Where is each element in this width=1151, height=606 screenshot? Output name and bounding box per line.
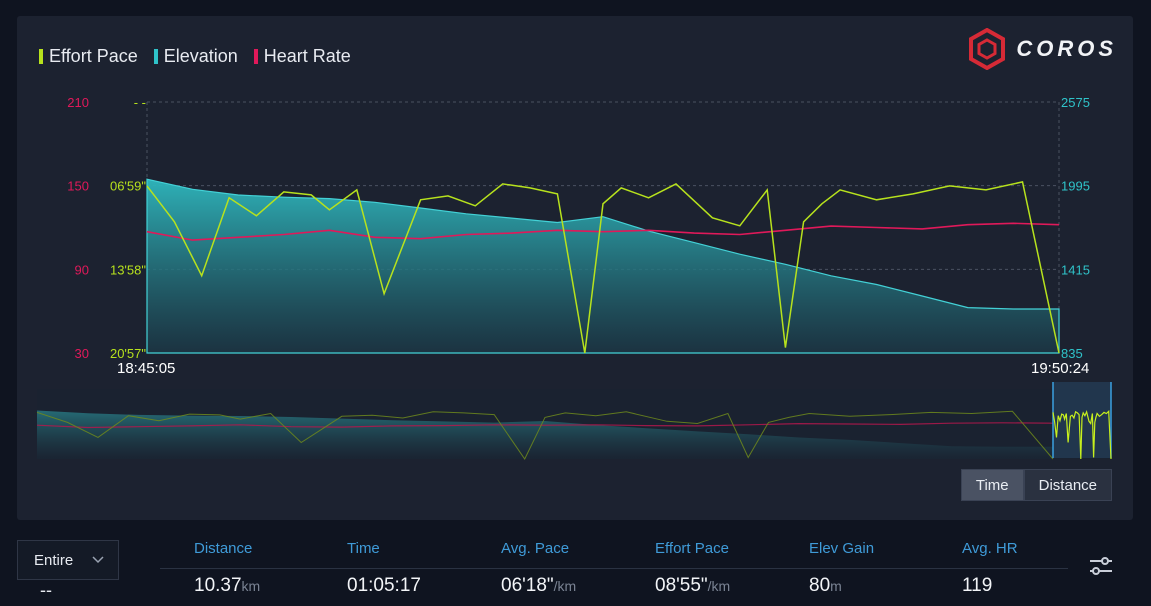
- stat-label: Distance: [194, 540, 253, 557]
- axis-tick-label: 210: [67, 95, 89, 110]
- stat-unit: /km: [553, 578, 577, 594]
- stat-label: Avg. Pace: [501, 540, 570, 557]
- distance-toggle-button[interactable]: Distance: [1023, 469, 1112, 501]
- axis-tick-label: 06'59": [110, 179, 146, 194]
- stat-number: 01:05:17: [347, 575, 421, 596]
- stat-value: 10.37km: [194, 575, 260, 597]
- x-axis-start-label: 18:45:05: [117, 360, 175, 377]
- stat-number: 80: [809, 575, 831, 596]
- activity-chart[interactable]: 210 150 90 30 - - 06'59" 13'58" 20'57" 2575 199…: [17, 16, 1133, 520]
- stats-divider: [160, 568, 1068, 569]
- axis-tick-label: 13'58": [110, 262, 146, 277]
- axis-tick-label: 150: [67, 179, 89, 194]
- legend-swatch-pace: [39, 49, 43, 64]
- stat-elev-gain: Elev Gain 80m: [809, 540, 874, 597]
- legend-swatch-elevation: [153, 49, 158, 64]
- overview-heart-rate-line: [36, 422, 1054, 429]
- stat-value: 01:05:17: [347, 575, 421, 597]
- stat-avg-hr: Avg. HR 119: [962, 540, 1018, 597]
- stat-value: 80m: [809, 575, 874, 597]
- legend-swatch-hr: [253, 49, 258, 64]
- overview-elevation-area: [37, 410, 1053, 459]
- elevation-axis: 2575 1995 1415 835: [1061, 95, 1090, 361]
- legend-effort-pace[interactable]: Effort Pace: [39, 46, 138, 67]
- stat-label: Avg. HR: [962, 540, 1018, 557]
- stat-label: Time: [347, 540, 380, 557]
- pace-axis: - - 06'59" 13'58" 20'57": [110, 95, 146, 361]
- legend-elevation[interactable]: Elevation: [153, 46, 238, 67]
- axis-tick-label: 1415: [1061, 262, 1090, 277]
- stat-value: 119: [962, 575, 1018, 597]
- hr-axis: 210 150 90 30: [67, 95, 89, 361]
- x-axis-end-label: 19:50:24: [1031, 360, 1089, 377]
- legend-heart-rate[interactable]: Heart Rate: [253, 46, 351, 67]
- chart-panel: Effort Pace Elevation Heart Rate COROS: [17, 16, 1133, 520]
- range-row-value: --: [40, 580, 52, 600]
- stat-time: Time 01:05:17: [347, 540, 421, 597]
- chevron-down-icon: [92, 556, 104, 564]
- axis-tick-label: 2575: [1061, 95, 1090, 110]
- time-toggle-button[interactable]: Time: [960, 469, 1024, 501]
- stat-avg-pace: Avg. Pace 06'18"/km: [501, 540, 576, 597]
- overview-effort-pace-line: [36, 410, 1054, 460]
- legend-label: Elevation: [163, 46, 238, 66]
- stat-unit: km: [241, 578, 261, 594]
- axis-tick-label: 30: [75, 346, 89, 361]
- stat-effort-pace: Effort Pace 08'55"/km: [655, 540, 730, 597]
- axis-tick-label: 20'57": [110, 346, 146, 361]
- axis-tick-label: 835: [1061, 346, 1083, 361]
- effort-pace-line: [146, 181, 1060, 354]
- stat-number: 119: [962, 575, 993, 596]
- coros-hexagon-icon: [969, 28, 1006, 70]
- stat-label: Elev Gain: [809, 540, 875, 557]
- overview-scrubber[interactable]: [36, 382, 1113, 460]
- axis-tick-label: 1995: [1061, 179, 1090, 194]
- time-distance-toggle: Time Distance: [960, 469, 1112, 501]
- brand-name: COROS: [1016, 36, 1117, 61]
- axis-tick-label: 90: [75, 262, 89, 277]
- coros-logo: COROS: [968, 28, 1117, 70]
- stat-number: 06'18": [501, 575, 554, 596]
- stat-value: 06'18"/km: [501, 575, 576, 597]
- chart-legend: Effort Pace Elevation Heart Rate: [39, 46, 351, 67]
- elevation-area: [146, 178, 1060, 354]
- sliders-settings-icon[interactable]: [1088, 554, 1114, 578]
- stat-distance: Distance 10.37km: [194, 540, 260, 597]
- selection-pace-detail: [1052, 409, 1112, 460]
- stat-value: 08'55"/km: [655, 575, 730, 597]
- stat-label: Effort Pace: [655, 540, 729, 557]
- range-dropdown[interactable]: Entire: [17, 540, 119, 580]
- legend-label: Effort Pace: [49, 46, 138, 66]
- stat-unit: /km: [707, 578, 731, 594]
- range-dropdown-value: Entire: [34, 551, 74, 569]
- axis-tick-label: - -: [134, 95, 146, 110]
- stat-number: 08'55": [655, 575, 708, 596]
- heart-rate-line: [146, 222, 1060, 241]
- stat-number: 10.37: [194, 575, 242, 596]
- legend-label: Heart Rate: [263, 46, 351, 66]
- summary-stats-bar: Entire -- Distance 10.37km Time 01:05:17…: [0, 528, 1151, 606]
- stat-unit: m: [830, 578, 842, 594]
